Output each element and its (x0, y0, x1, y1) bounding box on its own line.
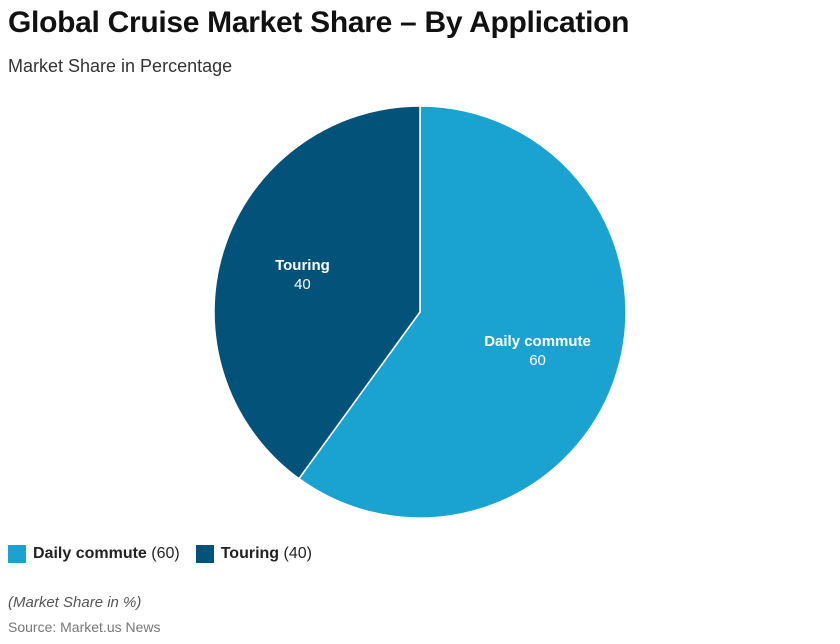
chart-source: Source: Market.us News (8, 619, 161, 635)
legend-label-touring: Touring (220, 545, 280, 562)
legend-item-touring[interactable]: Touring (40) (195, 545, 312, 563)
legend-value-touring: (40) (283, 545, 312, 562)
legend-item-daily-commute[interactable]: Daily commute (60) (8, 545, 180, 563)
legend-label-daily-commute: Daily commute (33, 545, 147, 562)
slice-label-daily-commute: Daily commute 60 (484, 333, 591, 369)
legend: Daily commute (60) Touring (40) (8, 545, 312, 563)
slice-label-value-touring: 40 (294, 276, 311, 293)
chart-note: (Market Share in %) (8, 594, 142, 611)
pie-slice-touring[interactable] (213, 105, 421, 480)
pie-slice-daily-commute[interactable] (297, 105, 627, 519)
legend-value-daily-commute: (60) (151, 545, 180, 562)
slice-label-value-daily-commute: 60 (529, 352, 546, 369)
slice-label-touring: Touring 40 (275, 257, 330, 293)
slice-label-name-daily-commute: Daily commute (484, 333, 591, 350)
slice-label-name-touring: Touring (275, 257, 330, 274)
chart-subtitle: Market Share in Percentage (8, 56, 233, 76)
legend-swatch-touring (195, 545, 214, 563)
chart-title: Global Cruise Market Share – By Applicat… (8, 6, 630, 39)
legend-swatch-daily-commute (8, 545, 26, 563)
